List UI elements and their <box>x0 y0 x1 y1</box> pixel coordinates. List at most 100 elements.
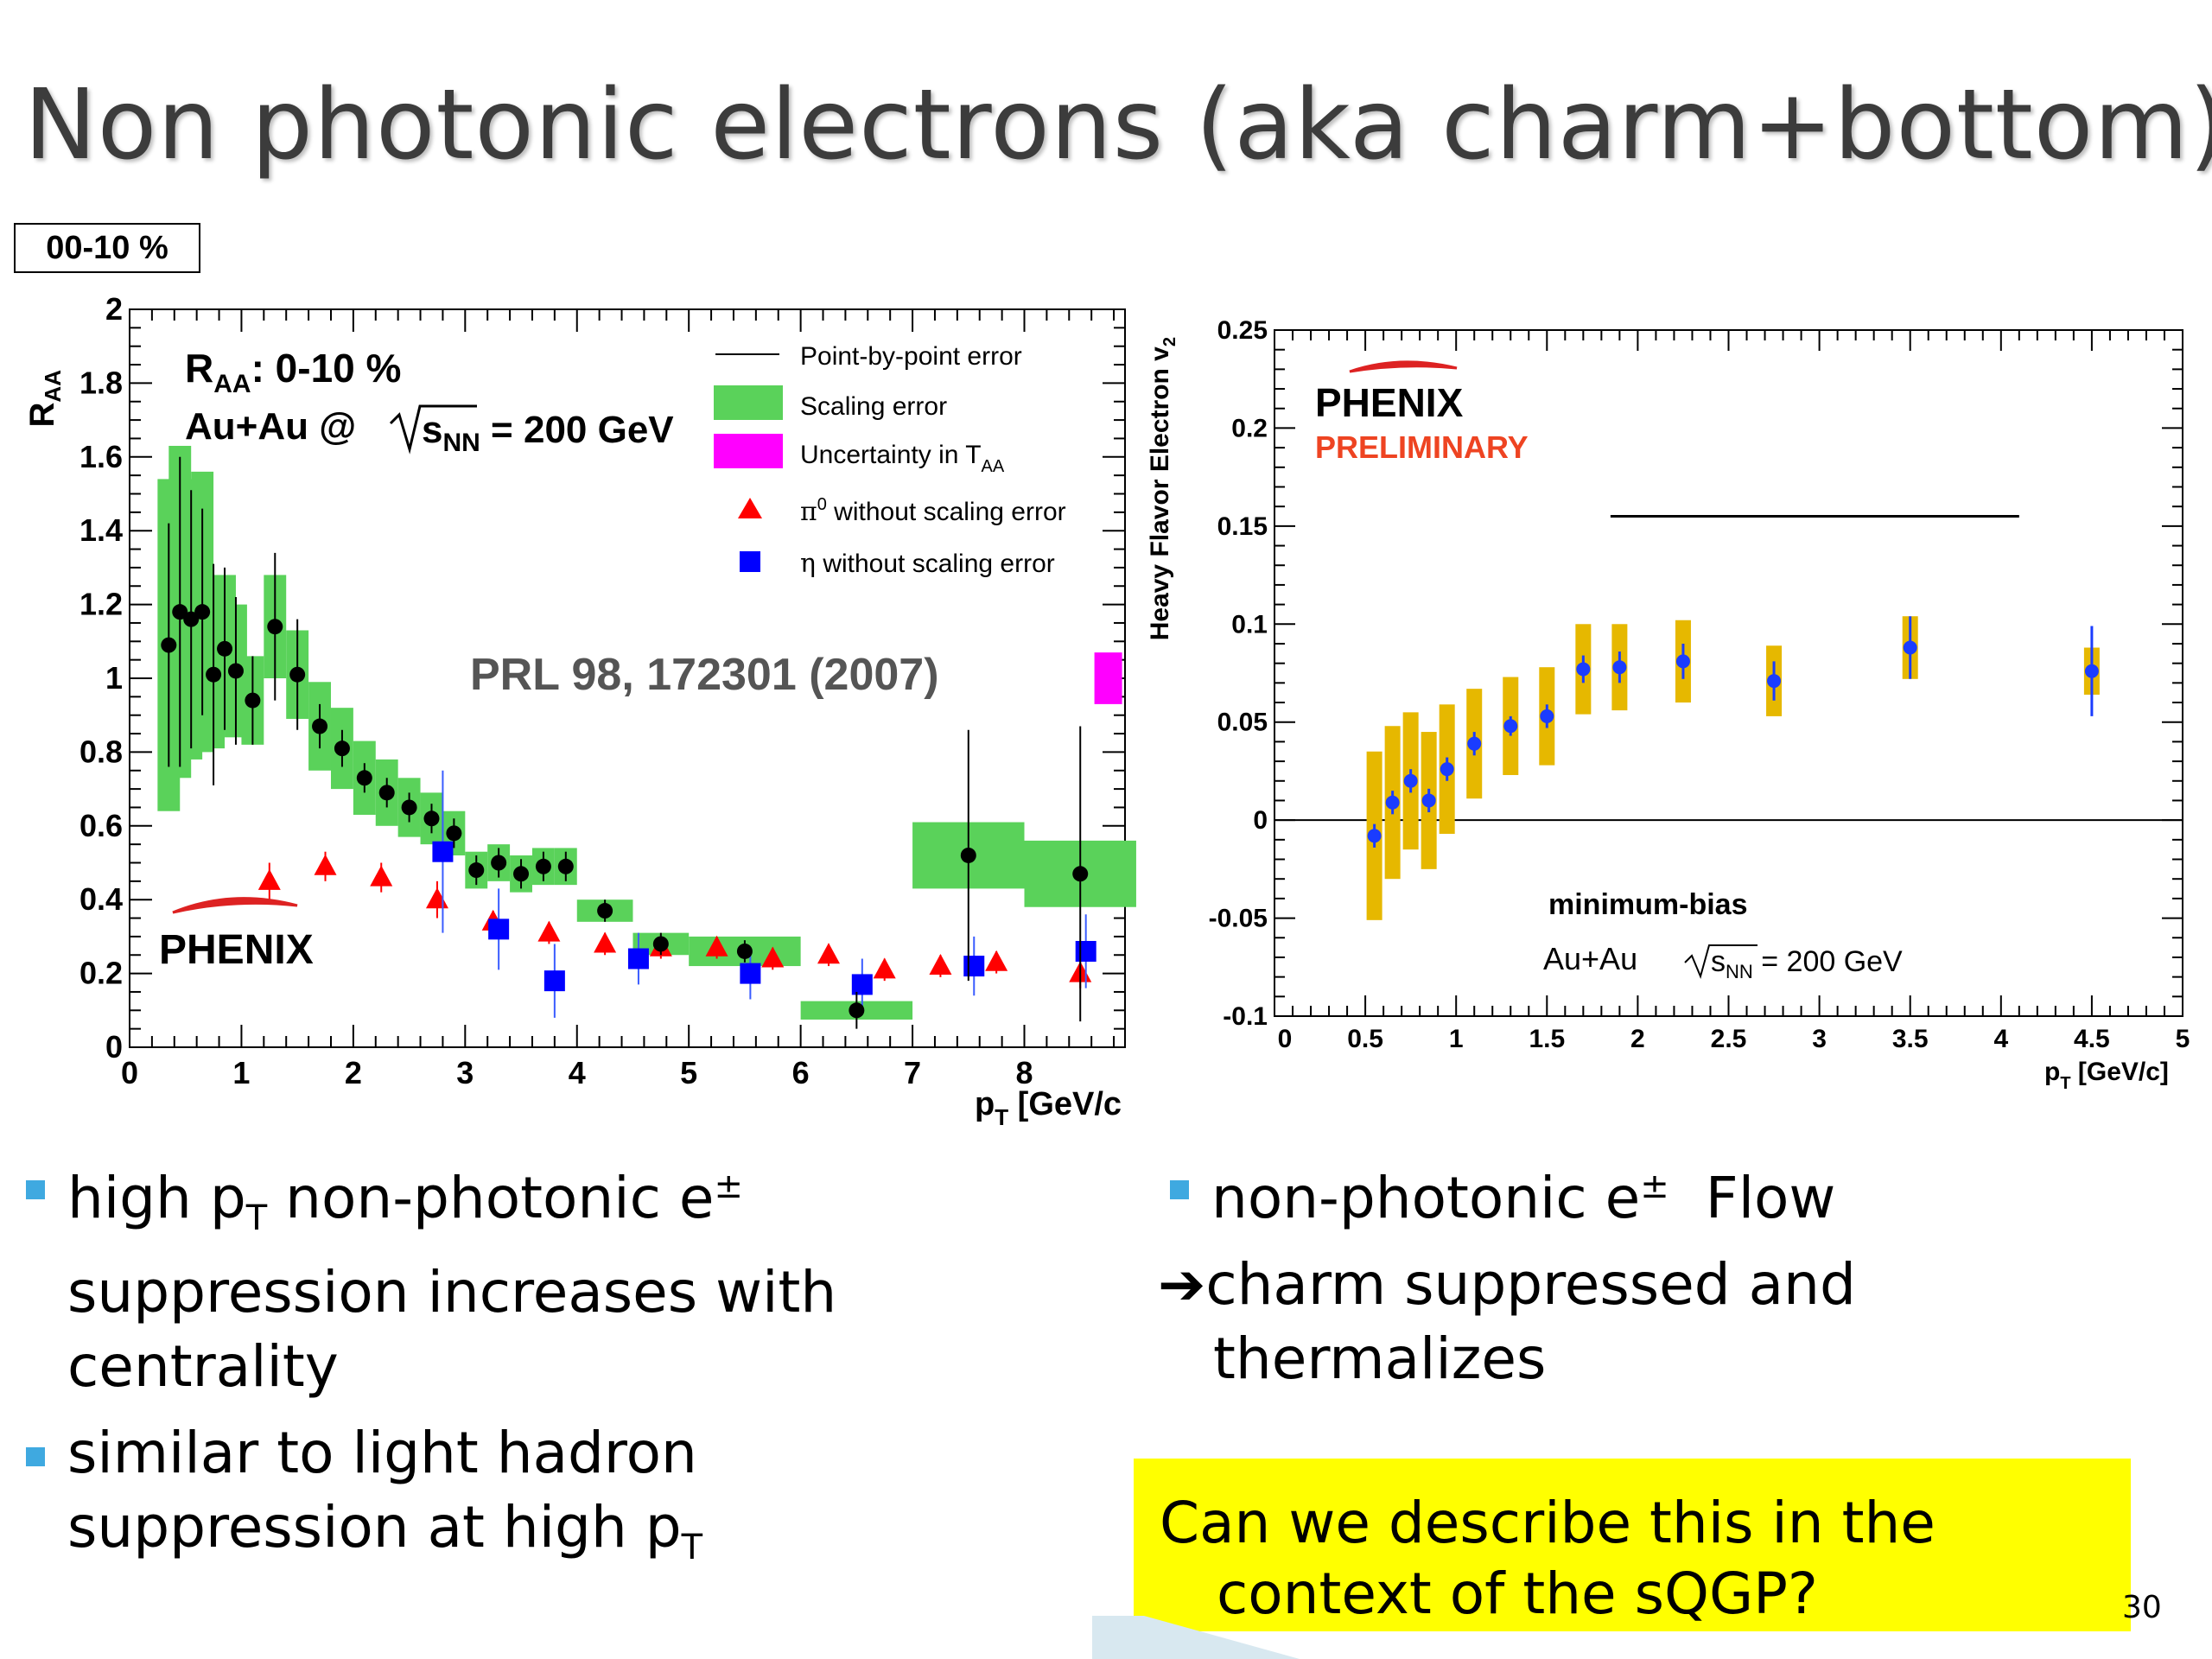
svg-text:PHENIX: PHENIX <box>1315 380 1464 425</box>
v2-y-tick-label: 0.15 <box>1217 512 1268 541</box>
v2-x-tick-label: 2 <box>1630 1025 1645 1053</box>
electron-point <box>312 718 328 734</box>
eta-point <box>1075 940 1096 962</box>
slide-title: Non photonic electrons (aka charm+bottom… <box>24 69 2212 181</box>
eta-point <box>488 918 510 940</box>
bullet-square-icon <box>1170 1180 1189 1199</box>
pi0-point <box>257 868 281 890</box>
electron-point <box>597 903 613 919</box>
electron-point <box>446 825 462 842</box>
raa-x-tick-label: 8 <box>1015 1055 1033 1090</box>
electron-point <box>736 943 753 959</box>
left-bullet-list: high pT non-photonic e± suppression incr… <box>14 1149 1094 1585</box>
raa-system-annotation: Au+Au @ sNN = 200 GeV <box>185 404 674 457</box>
pi0-point <box>370 865 393 887</box>
eta-point <box>432 841 454 862</box>
v2-x-axis-label: pT [GeV/c] <box>2044 1058 2169 1093</box>
legend-label-taa: Uncertainty in TAA <box>800 441 1005 476</box>
legend-label-eta: η without scaling error <box>800 549 1055 579</box>
electron-point <box>960 847 976 863</box>
v2-y-tick-label: 0.1 <box>1231 610 1268 639</box>
pi0-point <box>761 946 785 968</box>
v2-plot-frame <box>1274 329 2183 1017</box>
raa-x-axis-label: pT [GeV/c <box>975 1086 1122 1130</box>
electron-point <box>468 862 485 879</box>
electron-point <box>227 663 244 679</box>
v2-y-tick-label: 0.2 <box>1231 414 1268 442</box>
v2-x-tick-label: 5 <box>2176 1025 2190 1053</box>
v2-x-tick-label: 1.5 <box>1529 1025 1565 1053</box>
v2-point <box>1612 660 1627 675</box>
raa-x-tick-label: 2 <box>345 1055 362 1090</box>
v2-x-tick-label: 2.5 <box>1711 1025 1747 1053</box>
raa-y-tick-label: 0 <box>105 1029 123 1065</box>
v2-x-tick-label: 0.5 <box>1347 1025 1383 1053</box>
raa-y-tick-label: 0.2 <box>79 956 123 991</box>
v2-x-tick-label: 4.5 <box>2074 1025 2110 1053</box>
raa-x-tick-label: 1 <box>232 1055 250 1090</box>
eta-point <box>627 948 649 969</box>
raa-y-tick-label: 0.6 <box>79 808 123 843</box>
svg-text:sNN = 200 GeV: sNN = 200 GeV <box>422 409 674 457</box>
electron-point <box>378 785 395 801</box>
legend-label-scaling-error: Scaling error <box>800 392 947 421</box>
electron-point <box>423 810 440 827</box>
v2-point <box>1503 719 1518 734</box>
v2-y-tick-label: 0 <box>1253 806 1268 835</box>
v2-point <box>1540 709 1554 723</box>
electron-point <box>535 858 551 874</box>
bullet-item: non-photonic e± Flow <box>1158 1149 2177 1236</box>
v2-point <box>1367 829 1382 843</box>
raa-x-tick-label: 0 <box>121 1055 138 1090</box>
raa-y-tick-label: 0.8 <box>79 734 123 769</box>
electron-point <box>401 799 417 816</box>
v2-system-label: Au+Au sNN = 200 GeV <box>1543 941 1903 982</box>
electron-point <box>161 637 177 653</box>
svg-text:Au+Au: Au+Au <box>1543 941 1637 976</box>
v2-point <box>1576 662 1591 677</box>
bullet-item: high pT non-photonic e± suppression incr… <box>14 1149 1094 1404</box>
pi0-point <box>985 950 1008 971</box>
v2-chart: 0 0.5 1 1.5 2 2.5 3 3.5 4 4.5 5 -0.1 -0.05 0 0.05 0.1 0.… <box>1149 316 2190 1093</box>
phenix-logo: PHENIX <box>159 897 314 973</box>
v2-y-tick-label: -0.1 <box>1223 1002 1268 1031</box>
raa-x-tick-label: 7 <box>904 1055 921 1090</box>
pi0-point <box>594 931 617 953</box>
v2-point <box>1467 736 1482 751</box>
v2-y-tick-label: 0.25 <box>1217 316 1268 345</box>
legend-square-swatch <box>740 551 760 572</box>
phenix-preliminary-logo: PHENIX PRELIMINARY <box>1315 360 1529 465</box>
v2-point <box>1421 793 1436 808</box>
legend-triangle-swatch <box>738 498 762 518</box>
page-number: 30 <box>2122 1590 2162 1625</box>
electron-point <box>183 611 200 627</box>
pi0-point <box>817 943 840 964</box>
electron-point <box>1072 866 1089 882</box>
legend-magenta-swatch <box>714 434 783 468</box>
electron-point <box>513 866 530 882</box>
v2-point <box>1767 674 1782 689</box>
electron-point <box>356 770 372 786</box>
electron-point <box>491 855 507 871</box>
svg-text:Au+Au @: Au+Au @ <box>185 405 356 448</box>
pi0-point <box>873 957 896 979</box>
raa-x-tick-label: 5 <box>680 1055 697 1090</box>
raa-y-tick-label: 1.8 <box>79 365 123 400</box>
v2-point <box>1675 654 1690 669</box>
v2-point <box>2084 664 2099 678</box>
legend-label-pi0: π0 without scaling error <box>800 495 1066 527</box>
v2-point <box>1403 773 1418 788</box>
v2-x-tick-label: 3 <box>1812 1025 1827 1053</box>
v2-x-tick-label: 1 <box>1449 1025 1464 1053</box>
raa-y-tick-label: 1.6 <box>79 439 123 474</box>
pi0-point <box>537 920 561 942</box>
eta-point <box>963 956 985 977</box>
eta-point <box>543 970 565 992</box>
arrow-right-icon: ➔ <box>1158 1251 1206 1318</box>
reference-citation: PRL 98, 172301 (2007) <box>470 650 939 700</box>
centrality-badge: 00-10 % <box>14 223 200 273</box>
electron-point <box>172 604 188 620</box>
v2-y-tick-label: -0.05 <box>1209 905 1268 933</box>
raa-x-tick-label: 4 <box>569 1055 586 1090</box>
v2-x-tick-label: 4 <box>1993 1025 2008 1053</box>
